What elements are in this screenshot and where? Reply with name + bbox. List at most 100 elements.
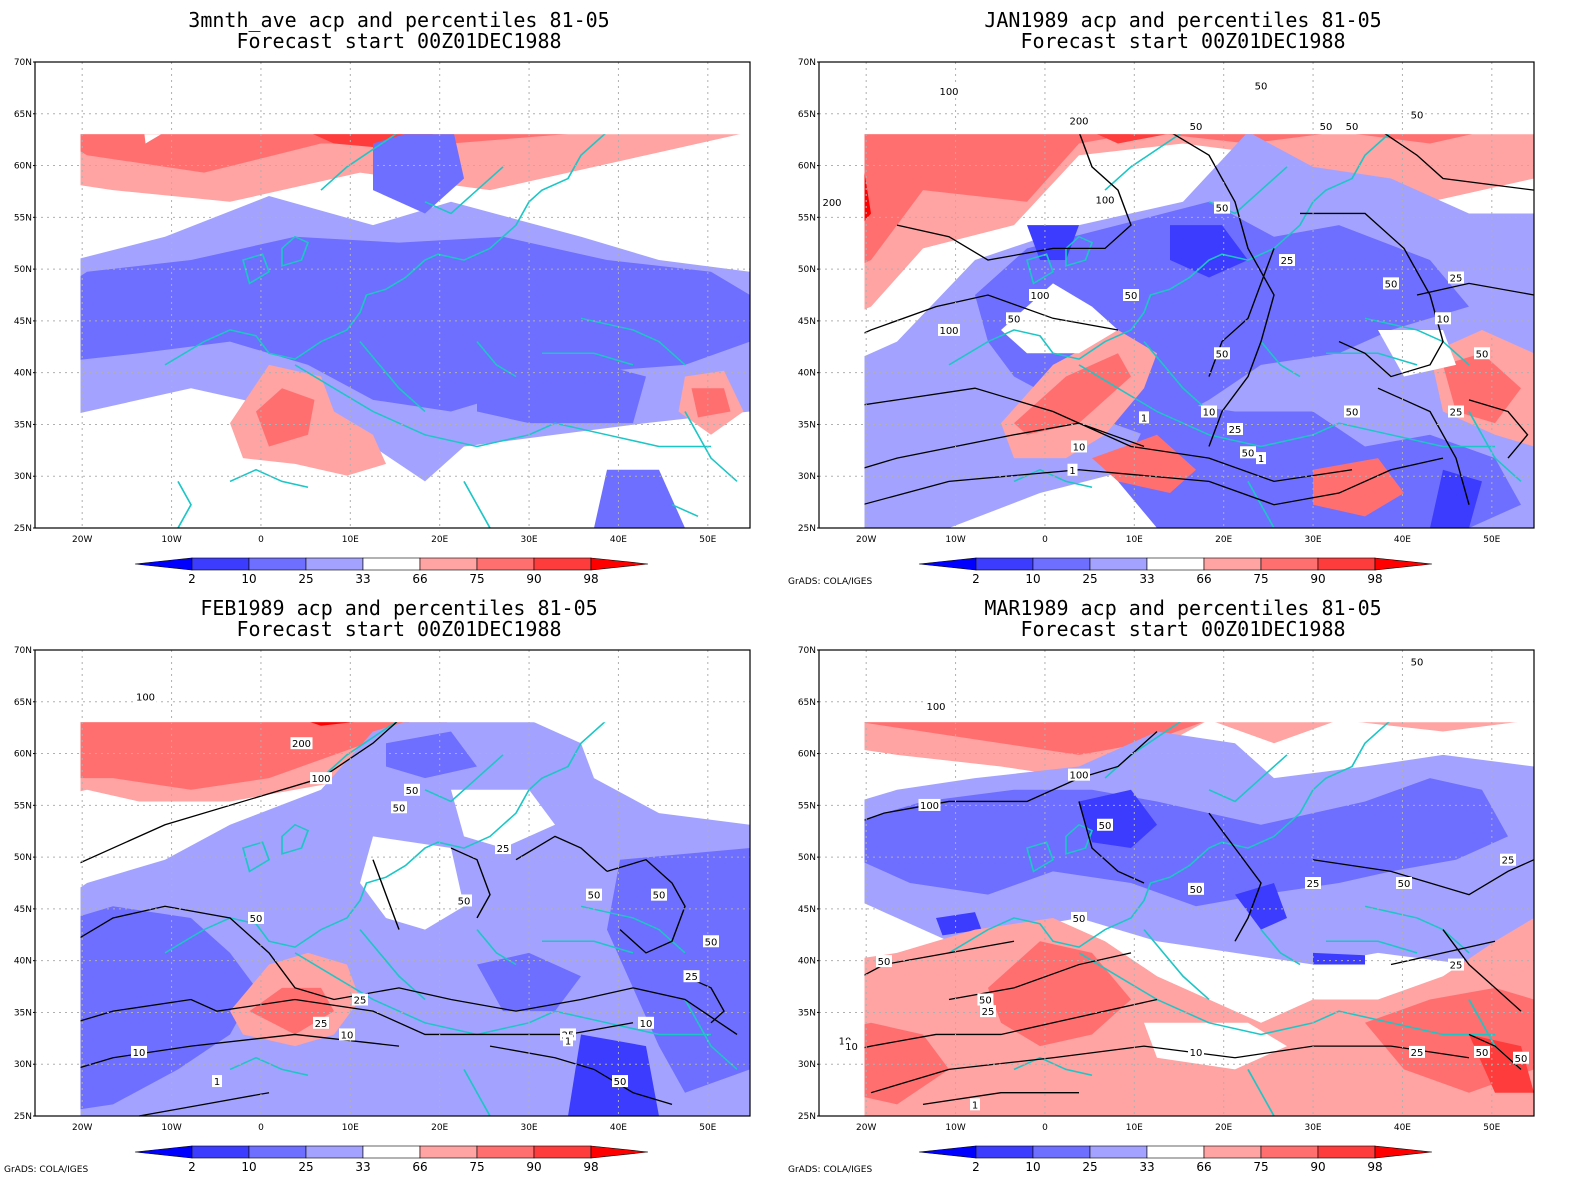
lat-tick-label: 35N	[798, 420, 816, 430]
svg-text:1: 1	[972, 1100, 978, 1111]
svg-text:1: 1	[565, 1036, 571, 1047]
lat-tick-label: 35N	[14, 1008, 32, 1018]
lon-tick-label: 10E	[342, 535, 359, 545]
contour-label: 50	[876, 955, 892, 968]
svg-text:50: 50	[705, 937, 718, 948]
contour-label: 100	[938, 323, 960, 337]
colorbar-tick-label: 90	[1310, 1160, 1325, 1174]
colorbar-tick-label: 75	[469, 1160, 484, 1174]
lon-tick-label: 20E	[431, 535, 448, 545]
svg-text:50: 50	[1320, 122, 1333, 133]
colorbar: 2 10 25 33 66 75 90 98	[918, 1145, 1433, 1174]
contour-label: 200	[1068, 114, 1090, 127]
svg-text:50: 50	[614, 1077, 627, 1088]
svg-text:25: 25	[1229, 425, 1242, 436]
svg-text:50: 50	[1242, 448, 1255, 459]
panel-title-line2: Forecast start 00Z01DEC1988	[1020, 617, 1346, 641]
colorbar-tick-label: 75	[1253, 572, 1268, 586]
contour-label: 10	[131, 1045, 147, 1059]
lon-tick-label: 10W	[945, 535, 965, 545]
colorbar-tick-label: 98	[583, 1160, 598, 1174]
svg-text:25: 25	[1450, 408, 1463, 419]
contour-label: 100	[134, 690, 157, 704]
svg-text:100: 100	[311, 774, 330, 785]
svg-text:100: 100	[920, 801, 939, 812]
colorbar-tick-label: 66	[412, 572, 427, 586]
contour-label: 100	[918, 798, 941, 812]
svg-text:1: 1	[214, 1077, 220, 1088]
contour-label: 50	[612, 1075, 628, 1088]
lon-tick-label: 20W	[856, 1123, 876, 1133]
contour-label: 50	[1188, 120, 1204, 133]
colorbar-tick-label: 25	[298, 572, 313, 586]
contour-label: 1	[563, 1034, 573, 1047]
grads-credit: GrADS: COLA/IGES	[788, 577, 873, 587]
contour-label: 1	[1139, 411, 1149, 424]
contour-label: 100	[1068, 768, 1090, 782]
lat-tick-label: 40N	[798, 369, 816, 379]
contour-label: 50	[1214, 201, 1230, 215]
colorbar-tick-label: 10	[1025, 1160, 1040, 1174]
lat-tick-label: 40N	[14, 369, 32, 379]
colorbar-tick-label: 25	[298, 1160, 313, 1174]
svg-text:50: 50	[393, 803, 406, 814]
panel-title-line1: FEB1989 acp and percentiles 81-05	[200, 596, 598, 620]
lon-tick-label: 10W	[161, 535, 181, 545]
contour-label: 25	[1305, 877, 1321, 890]
lat-tick-label: 70N	[14, 646, 32, 656]
svg-text:50: 50	[1515, 1054, 1528, 1065]
lon-tick-label: 20E	[1215, 1123, 1232, 1133]
lon-tick-label: 30E	[520, 1123, 537, 1133]
panel-title-line1: JAN1989 acp and percentiles 81-05	[984, 8, 1382, 32]
lon-tick-label: 0	[258, 1123, 264, 1133]
colorbar-tick-label: 2	[188, 572, 196, 586]
contour-label: 100	[1029, 289, 1051, 302]
svg-text:50: 50	[1099, 821, 1112, 832]
colorbar: 2 10 25 33 66 75 90 98	[134, 557, 649, 586]
contour-label: 10	[1435, 312, 1451, 325]
contour-label: 100	[310, 772, 332, 785]
grid-lines	[35, 62, 750, 528]
colorbar-tick-label: 33	[1139, 1160, 1154, 1174]
lat-tick-label: 30N	[798, 1060, 816, 1070]
map-panel-jan1989: JAN1989 acp and percentiles 81-05 Foreca…	[784, 0, 1582, 598]
contour-label: 100	[1094, 193, 1116, 206]
colorbar-tick-label: 33	[355, 1160, 370, 1174]
lat-tick-label: 25N	[798, 524, 816, 534]
lat-tick-label: 55N	[14, 213, 32, 223]
lat-tick-label: 60N	[798, 750, 816, 760]
panel-title-line2: Forecast start 00Z01DEC1988	[1020, 29, 1346, 53]
contour-label: 1	[1256, 452, 1266, 465]
svg-text:50: 50	[1385, 279, 1398, 290]
svg-text:50: 50	[588, 891, 601, 902]
contour-label: 10	[1188, 1045, 1204, 1059]
panel-title-line1: 3mnth_ave acp and percentiles 81-05	[188, 8, 610, 32]
svg-text:50: 50	[1073, 914, 1086, 925]
contour-label: 50	[586, 888, 602, 902]
svg-text:10: 10	[1437, 314, 1450, 325]
lon-tick-label: 20E	[1215, 535, 1232, 545]
contour-label: 50	[456, 894, 472, 907]
lat-tick-label: 35N	[14, 420, 32, 430]
map-panel-feb1989: FEB1989 acp and percentiles 81-05 Foreca…	[0, 588, 798, 1186]
svg-text:50: 50	[1255, 81, 1268, 92]
contour-label: 200	[821, 195, 843, 209]
contour-label: 50	[1240, 446, 1256, 459]
svg-text:25: 25	[1281, 256, 1294, 267]
lat-tick-label: 45N	[798, 317, 816, 327]
colorbar-tick-label: 90	[1310, 572, 1325, 586]
svg-text:200: 200	[1069, 116, 1088, 127]
panel-title-line2: Forecast start 00Z01DEC1988	[236, 29, 562, 53]
contour-label: 10	[638, 1016, 654, 1030]
svg-text:100: 100	[136, 693, 155, 704]
contour-label: 25	[683, 970, 700, 983]
colorbar-tick-label: 75	[1253, 1160, 1268, 1174]
lon-tick-label: 10E	[1126, 1123, 1143, 1133]
colorbar: 2 10 25 33 66 75 90 98	[918, 557, 1433, 586]
svg-text:50: 50	[878, 957, 891, 968]
svg-text:10: 10	[1190, 1048, 1203, 1059]
lon-tick-label: 10E	[1126, 535, 1143, 545]
svg-text:50: 50	[1008, 314, 1021, 325]
lat-tick-label: 60N	[14, 750, 32, 760]
